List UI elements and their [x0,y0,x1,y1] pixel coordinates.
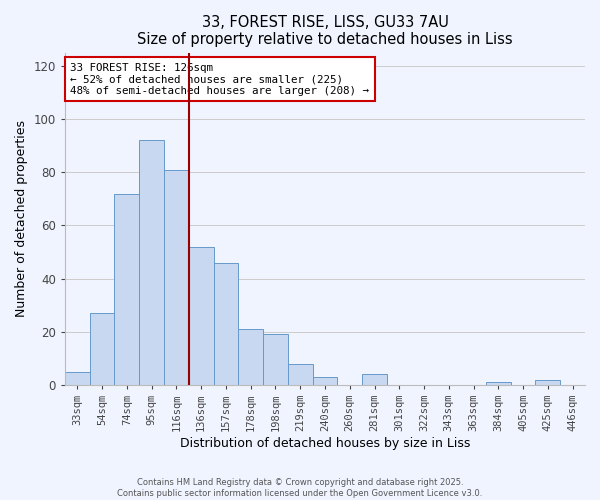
Bar [90,313,115,385]
Text: 33 FOREST RISE: 126sqm
← 52% of detached houses are smaller (225)
48% of semi-de: 33 FOREST RISE: 126sqm ← 52% of detached… [70,62,369,96]
Y-axis label: Number of detached properties: Number of detached properties [15,120,28,318]
Bar [115,194,139,385]
Bar [139,140,164,385]
Bar [288,364,313,385]
Bar [535,380,560,385]
Bar [486,382,511,385]
Text: Contains HM Land Registry data © Crown copyright and database right 2025.
Contai: Contains HM Land Registry data © Crown c… [118,478,482,498]
Bar [65,372,90,385]
Bar [214,262,238,385]
X-axis label: Distribution of detached houses by size in Liss: Distribution of detached houses by size … [180,437,470,450]
Title: 33, FOREST RISE, LISS, GU33 7AU
Size of property relative to detached houses in : 33, FOREST RISE, LISS, GU33 7AU Size of … [137,15,513,48]
Bar [164,170,189,385]
Bar [263,334,288,385]
Bar [362,374,387,385]
Bar [313,377,337,385]
Bar [189,246,214,385]
Bar [238,329,263,385]
